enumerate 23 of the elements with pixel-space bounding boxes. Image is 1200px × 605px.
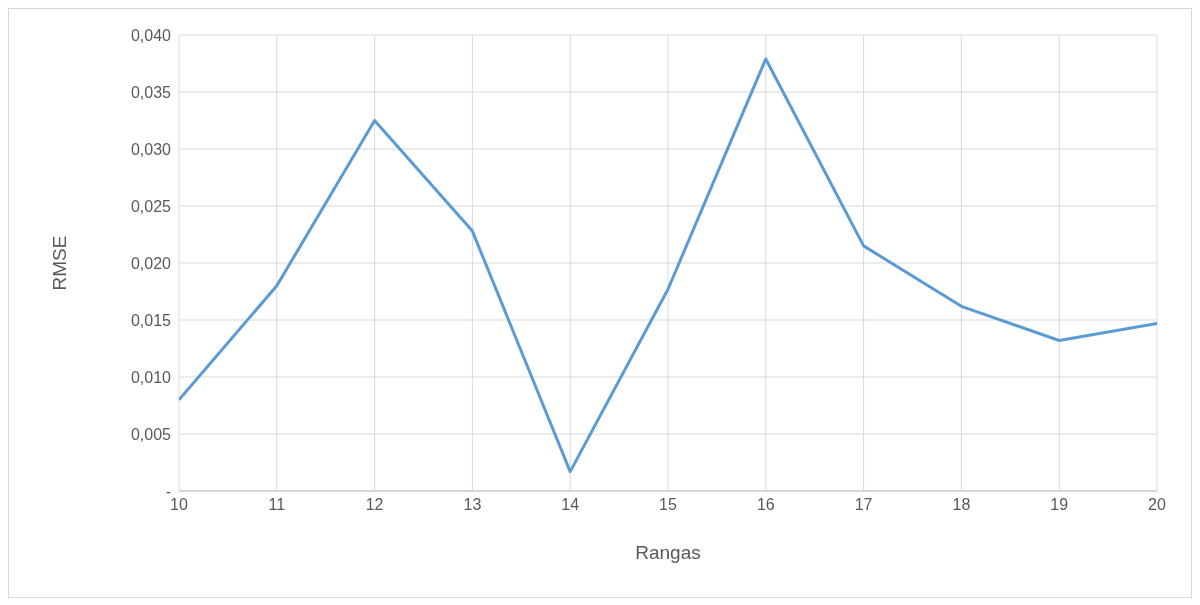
y-tick-label: 0,040	[130, 26, 172, 44]
x-tick-label: 14	[561, 496, 580, 514]
y-tick-label: 0,025	[130, 197, 172, 215]
x-tick-label: 18	[952, 496, 971, 514]
x-tick-label: 20	[1148, 496, 1166, 514]
x-tick-label: 11	[268, 496, 286, 514]
y-tick-label: 0,015	[130, 311, 172, 329]
y-tick-label: 0,035	[130, 83, 172, 101]
y-tick-label: 0,030	[130, 140, 172, 158]
x-tick-label: 15	[659, 496, 677, 514]
x-tick-label: 19	[1050, 496, 1069, 514]
y-axis-title: RMSE	[48, 235, 70, 291]
x-tick-label: 16	[756, 496, 775, 514]
y-tick-label: -	[165, 482, 171, 500]
x-tick-label: 10	[170, 496, 188, 514]
x-tick-label: 12	[365, 496, 384, 514]
x-tick-label: 17	[854, 496, 873, 514]
x-axis-title: Rangas	[635, 542, 701, 563]
y-tick-label: 0,005	[130, 425, 172, 443]
y-tick-label: 0,020	[130, 254, 172, 272]
line-series	[179, 57, 1157, 474]
x-tick-label: 13	[463, 496, 482, 514]
y-tick-label: 0,010	[130, 368, 172, 386]
